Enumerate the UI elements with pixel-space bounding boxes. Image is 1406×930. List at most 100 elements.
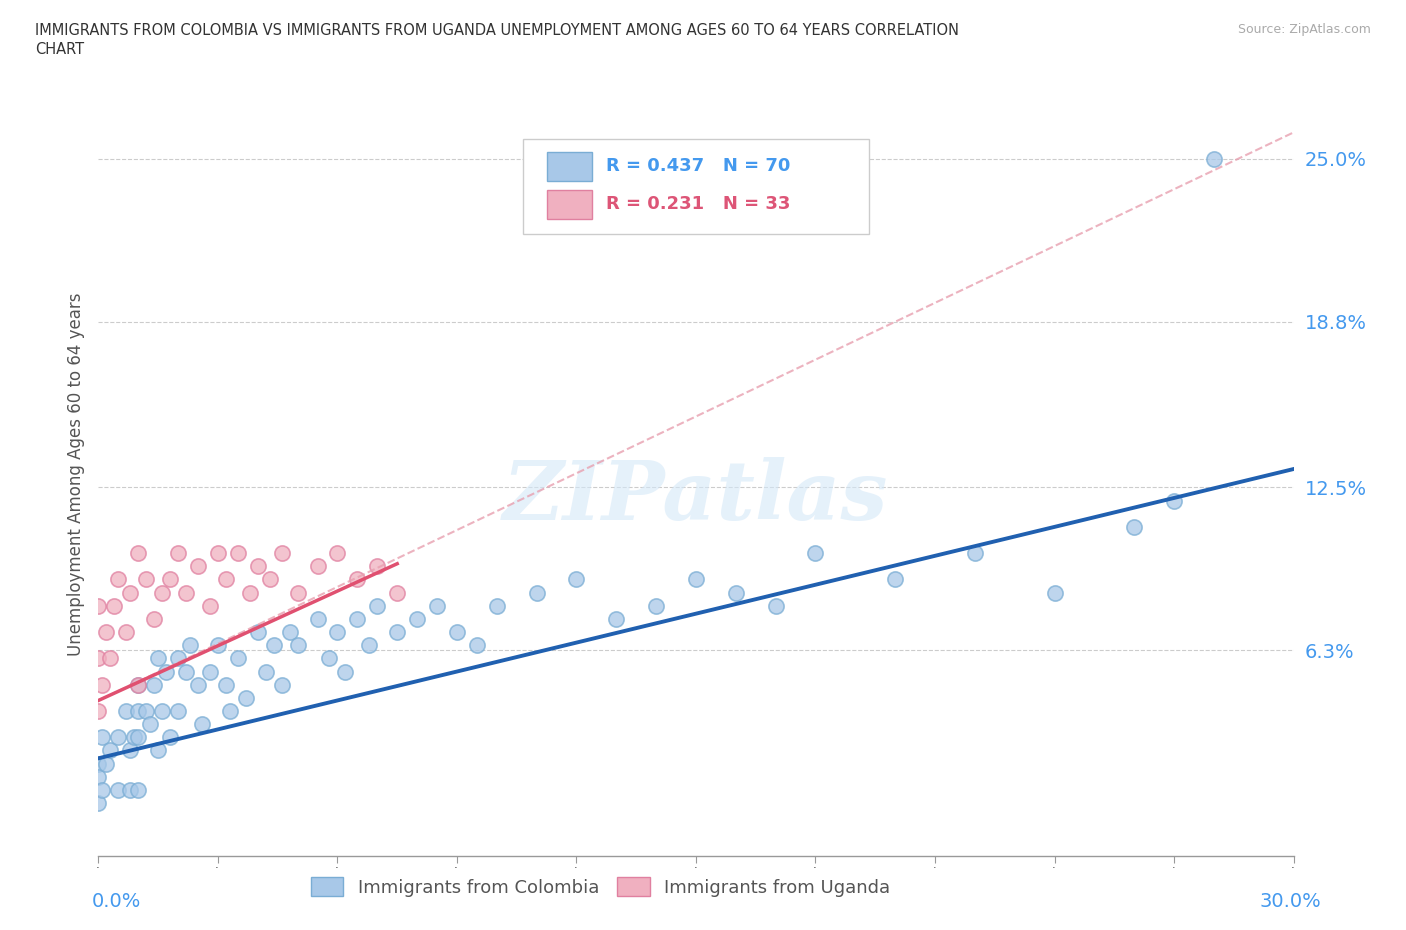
- Point: [167, 546, 190, 561]
- Text: ZIPatlas: ZIPatlas: [503, 458, 889, 538]
- Point: [96, 756, 118, 771]
- Point: [115, 703, 138, 718]
- Point: [198, 664, 221, 679]
- Point: [645, 598, 668, 613]
- Point: [120, 585, 142, 600]
- Point: [1043, 585, 1066, 600]
- Point: [127, 782, 149, 797]
- Point: [127, 677, 149, 692]
- Point: [87, 769, 110, 784]
- FancyBboxPatch shape: [547, 152, 592, 180]
- Point: [143, 677, 166, 692]
- Point: [804, 546, 827, 561]
- Point: [127, 730, 149, 745]
- Point: [226, 546, 249, 561]
- Point: [174, 664, 197, 679]
- Point: [385, 625, 409, 640]
- Point: [139, 717, 162, 732]
- Point: [1163, 493, 1185, 508]
- Point: [87, 598, 110, 613]
- Point: [215, 572, 238, 587]
- Point: [198, 598, 221, 613]
- Point: [1123, 520, 1146, 535]
- Point: [346, 572, 368, 587]
- Point: [127, 546, 149, 561]
- Point: [207, 546, 229, 561]
- Point: [124, 730, 146, 745]
- Point: [174, 585, 197, 600]
- Point: [605, 612, 627, 627]
- Point: [307, 559, 329, 574]
- Text: 30.0%: 30.0%: [1260, 892, 1322, 910]
- Point: [406, 612, 429, 627]
- Point: [335, 664, 357, 679]
- Point: [167, 703, 190, 718]
- Point: [107, 782, 129, 797]
- Point: [724, 585, 747, 600]
- Point: [107, 572, 129, 587]
- Point: [143, 612, 166, 627]
- FancyBboxPatch shape: [547, 190, 592, 219]
- Point: [215, 677, 238, 692]
- Point: [884, 572, 907, 587]
- Point: [246, 625, 269, 640]
- Point: [98, 651, 122, 666]
- Y-axis label: Unemployment Among Ages 60 to 64 years: Unemployment Among Ages 60 to 64 years: [66, 293, 84, 656]
- Point: [191, 717, 214, 732]
- Point: [91, 730, 114, 745]
- Point: [259, 572, 281, 587]
- Point: [565, 572, 588, 587]
- Point: [148, 651, 170, 666]
- Point: [127, 677, 149, 692]
- Point: [120, 782, 142, 797]
- Point: [307, 612, 329, 627]
- Point: [318, 651, 340, 666]
- Point: [159, 730, 181, 745]
- Point: [246, 559, 269, 574]
- Point: [87, 651, 110, 666]
- Point: [219, 703, 242, 718]
- Legend: Immigrants from Colombia, Immigrants from Uganda: Immigrants from Colombia, Immigrants fro…: [304, 870, 897, 904]
- Point: [87, 756, 110, 771]
- Point: [270, 677, 292, 692]
- Point: [187, 677, 209, 692]
- Point: [278, 625, 301, 640]
- Point: [287, 585, 309, 600]
- Point: [115, 625, 138, 640]
- Text: CHART: CHART: [35, 42, 84, 57]
- Point: [148, 743, 170, 758]
- Text: Source: ZipAtlas.com: Source: ZipAtlas.com: [1237, 23, 1371, 36]
- Point: [263, 638, 285, 653]
- FancyBboxPatch shape: [523, 139, 869, 234]
- Point: [150, 585, 173, 600]
- Point: [385, 585, 409, 600]
- Point: [91, 677, 114, 692]
- Point: [187, 559, 209, 574]
- Point: [465, 638, 488, 653]
- Point: [287, 638, 309, 653]
- Point: [87, 703, 110, 718]
- Point: [226, 651, 249, 666]
- Point: [239, 585, 262, 600]
- Point: [963, 546, 986, 561]
- Point: [326, 625, 349, 640]
- Point: [446, 625, 468, 640]
- Text: IMMIGRANTS FROM COLOMBIA VS IMMIGRANTS FROM UGANDA UNEMPLOYMENT AMONG AGES 60 TO: IMMIGRANTS FROM COLOMBIA VS IMMIGRANTS F…: [35, 23, 959, 38]
- Point: [120, 743, 142, 758]
- Point: [685, 572, 707, 587]
- Point: [526, 585, 548, 600]
- Point: [87, 795, 110, 810]
- Point: [159, 572, 181, 587]
- Text: R = 0.437   N = 70: R = 0.437 N = 70: [606, 157, 790, 175]
- Point: [135, 703, 157, 718]
- Point: [346, 612, 368, 627]
- Point: [366, 559, 388, 574]
- Point: [270, 546, 292, 561]
- Point: [426, 598, 449, 613]
- Point: [366, 598, 388, 613]
- Text: R = 0.231   N = 33: R = 0.231 N = 33: [606, 195, 790, 213]
- Point: [207, 638, 229, 653]
- Point: [765, 598, 787, 613]
- Point: [1202, 152, 1225, 166]
- Point: [96, 625, 118, 640]
